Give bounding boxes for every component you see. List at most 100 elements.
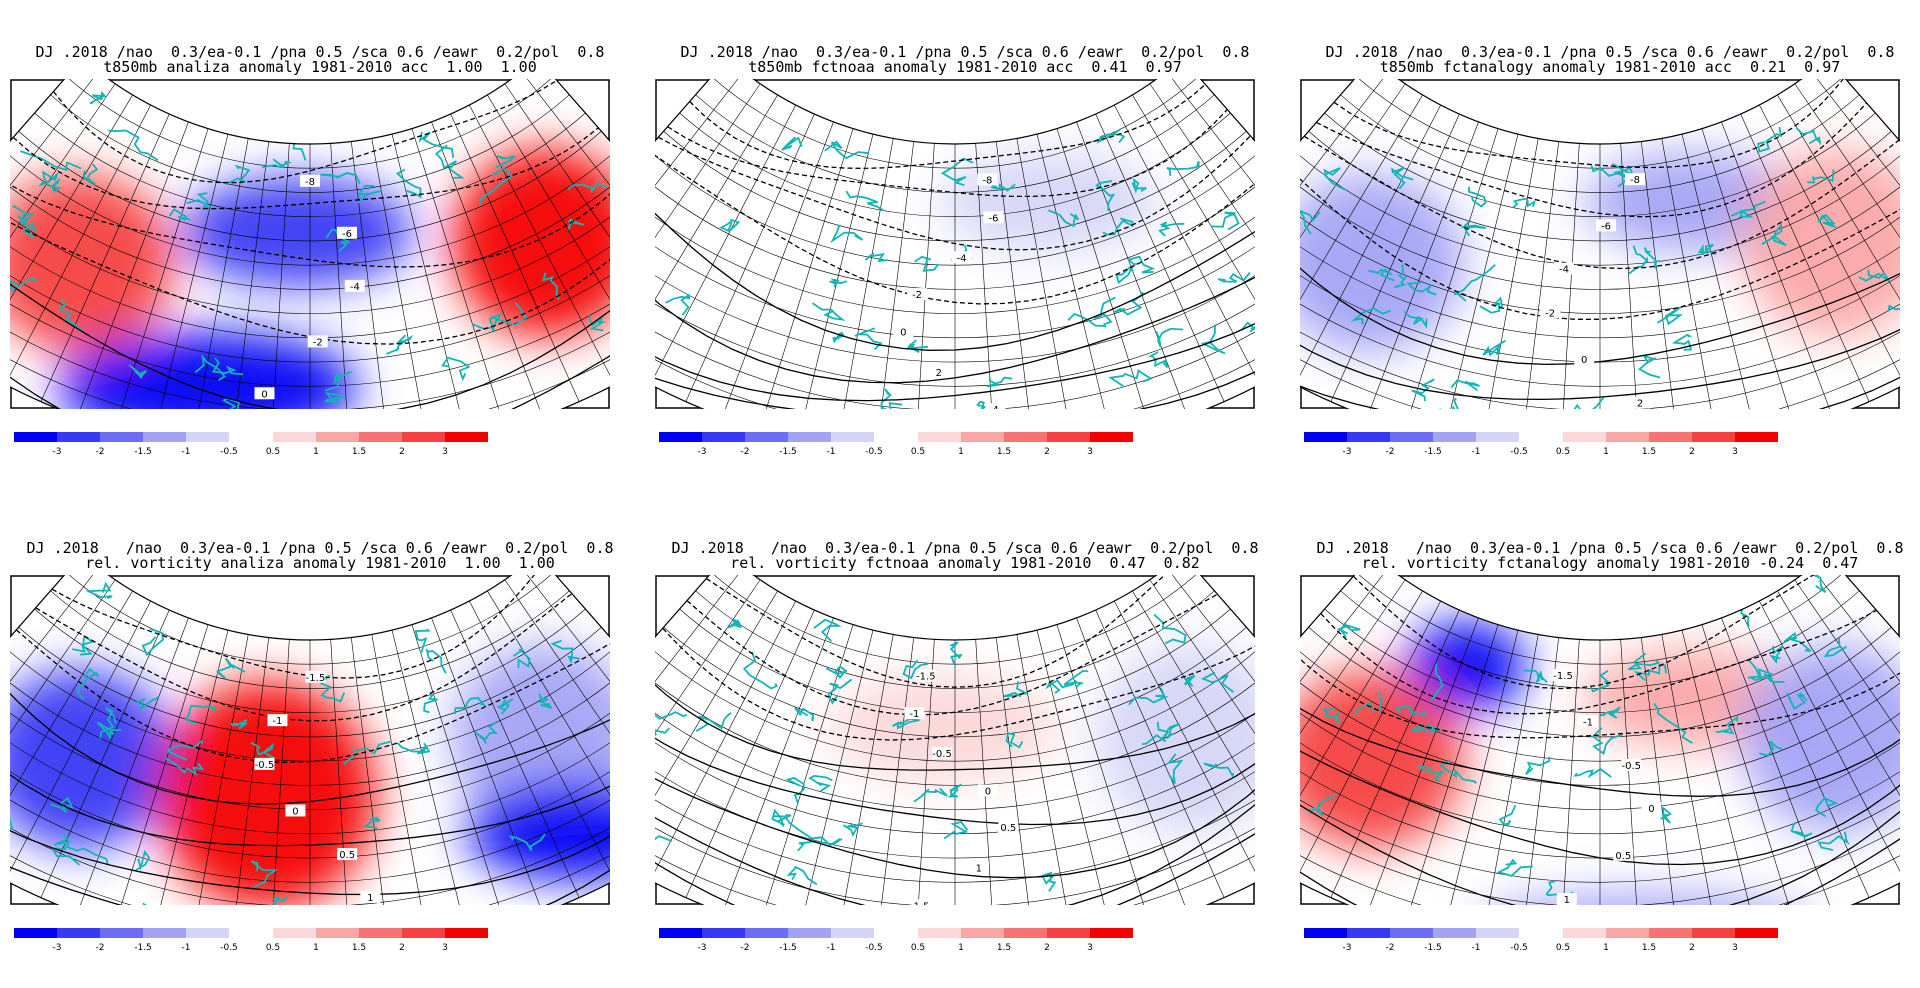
- colorbar-label: 3: [1087, 943, 1093, 953]
- colorbar-swatch: [402, 432, 445, 442]
- panel-vorticity-analiza: DJ .2018 /nao 0.3/ea-0.1 /pna 0.5 /sca 0…: [10, 540, 614, 970]
- colorbar-label: -1.5: [1424, 943, 1442, 953]
- colorbar-swatch: [1692, 928, 1735, 938]
- panel-title-line2: rel. vorticity fctanalogy anomaly 1981-2…: [1361, 554, 1859, 572]
- colorbar-label: 1: [958, 943, 964, 953]
- colorbar-swatch: [14, 928, 57, 938]
- colorbar-label: -0.5: [220, 943, 238, 953]
- colorbar-swatch: [788, 432, 831, 442]
- colorbar-label: -3: [698, 447, 707, 457]
- colorbar-label: 2: [1044, 943, 1050, 953]
- colorbar-label: -1.5: [1424, 447, 1442, 457]
- colorbar-label: -1.5: [779, 447, 797, 457]
- contour-line: [1316, 102, 1868, 218]
- colorbar-swatch: [702, 432, 745, 442]
- contour-lines: [655, 83, 1255, 409]
- map-grid: [655, 79, 1255, 409]
- contour-label: 4: [992, 405, 998, 409]
- panel-vorticity-fctanalogy: DJ .2018 /nao 0.3/ea-0.1 /pna 0.5 /sca 0…: [1300, 540, 1904, 970]
- colorbar-swatch: [745, 928, 788, 938]
- colorbar-label: 1: [313, 447, 319, 457]
- colorbar-swatch: [316, 928, 359, 938]
- colorbar-label: -1: [182, 447, 191, 457]
- contour-line: [35, 593, 573, 722]
- contour-label: -4: [957, 253, 967, 264]
- contour-line: [689, 83, 1206, 170]
- colorbar-label: -0.5: [220, 447, 238, 457]
- colorbar-swatch: [1347, 432, 1390, 442]
- contour-line: [655, 698, 1255, 826]
- contour-label: 0: [900, 327, 906, 338]
- contour-lines: [655, 575, 1255, 905]
- colorbar-swatch: [1390, 432, 1433, 442]
- contour-label: 0: [1648, 804, 1654, 815]
- contour-line: [655, 730, 1255, 905]
- contour-label: 2: [936, 368, 942, 379]
- colorbar-label: 1.5: [352, 447, 366, 457]
- colorbar-swatch: [918, 928, 961, 938]
- colorbar-swatch: [445, 928, 488, 938]
- anomaly-map: -1.5-1-0.500.511.52: [655, 575, 1255, 905]
- colorbar: -3 -2 -1.5 -1 -0.5 0.5 1 1.5 2 3: [1304, 432, 1778, 457]
- contour-label: -1: [909, 709, 919, 720]
- contour-line: [1333, 79, 1845, 169]
- colorbar-label: -1.5: [134, 447, 152, 457]
- contour-line: [10, 168, 610, 268]
- map-sector-outline: [1300, 575, 1900, 905]
- contour-line: [655, 257, 1255, 402]
- contour-label: -1.5: [306, 673, 326, 684]
- contour-line: [1300, 761, 1900, 905]
- map-sector-outline: [10, 575, 610, 905]
- colorbar-label: 1.5: [997, 447, 1011, 457]
- colorbar-swatch: [1433, 928, 1476, 938]
- contour-lines: [1300, 575, 1900, 905]
- colorbar-swatch: [186, 928, 229, 938]
- colorbar-label: 0.5: [1556, 943, 1570, 953]
- colorbar-swatch: [57, 432, 100, 442]
- contour-line: [655, 149, 1255, 305]
- colorbar-swatch: [831, 928, 874, 938]
- colorbar-swatch: [1004, 432, 1047, 442]
- colorbar-swatch: [273, 432, 316, 442]
- contour-line: [10, 713, 610, 847]
- contour-line: [1300, 259, 1900, 401]
- contour-label: 0.5: [1615, 851, 1631, 862]
- colorbar-swatch: [445, 432, 488, 442]
- anomaly-blob-negative: [1741, 643, 1900, 834]
- colorbar-label: 3: [1732, 943, 1738, 953]
- contour-label: -2: [912, 290, 922, 301]
- colorbar-label: 3: [442, 943, 448, 953]
- colorbar-label: -1: [827, 943, 836, 953]
- anomaly-blob-negative: [1300, 173, 1465, 354]
- contour-label: 1: [1564, 895, 1570, 905]
- contour-line: [12, 127, 599, 210]
- colorbar-label: -1.5: [134, 943, 152, 953]
- contour-label: 0: [985, 786, 991, 797]
- contour-line: [655, 662, 1255, 771]
- colorbar: -3 -2 -1.5 -1 -0.5 0.5 1 1.5 2 3: [659, 432, 1133, 457]
- anomaly-blob-negative: [1406, 622, 1527, 713]
- map-grid: [1300, 575, 1900, 905]
- contour-label: -4: [1559, 265, 1569, 276]
- colorbar-swatch: [1090, 432, 1133, 442]
- colorbar-label: 1: [313, 943, 319, 953]
- colorbar-label: -1.5: [779, 943, 797, 953]
- map-sector-outline: [10, 79, 610, 409]
- colorbar-swatch: [1735, 928, 1778, 938]
- colorbar-label: 0.5: [266, 447, 280, 457]
- map-sector-outline: [655, 575, 1255, 905]
- colorbar-swatch: [1563, 432, 1606, 442]
- panel-t850-fctnoaa: DJ .2018 /nao 0.3/ea-0.1 /pna 0.5 /sca 0…: [655, 44, 1255, 474]
- panel-title-line1: DJ .2018 /nao 0.3/ea-0.1 /pna 0.5 /sca 0…: [1316, 539, 1904, 557]
- colorbar-label: -3: [53, 447, 62, 457]
- contour-line: [655, 224, 1255, 384]
- colorbar-swatch: [745, 432, 788, 442]
- colorbar-label: 0.5: [911, 943, 925, 953]
- colorbar-swatch: [359, 432, 402, 442]
- colorbar-label: -3: [698, 943, 707, 953]
- colorbar-swatch: [316, 432, 359, 442]
- colorbar: -3 -2 -1.5 -1 -0.5 0.5 1 1.5 2 3: [1304, 928, 1778, 953]
- colorbar-label: 1.5: [1642, 447, 1656, 457]
- contour-label: -6: [989, 213, 999, 224]
- colorbar-label: 1.5: [352, 943, 366, 953]
